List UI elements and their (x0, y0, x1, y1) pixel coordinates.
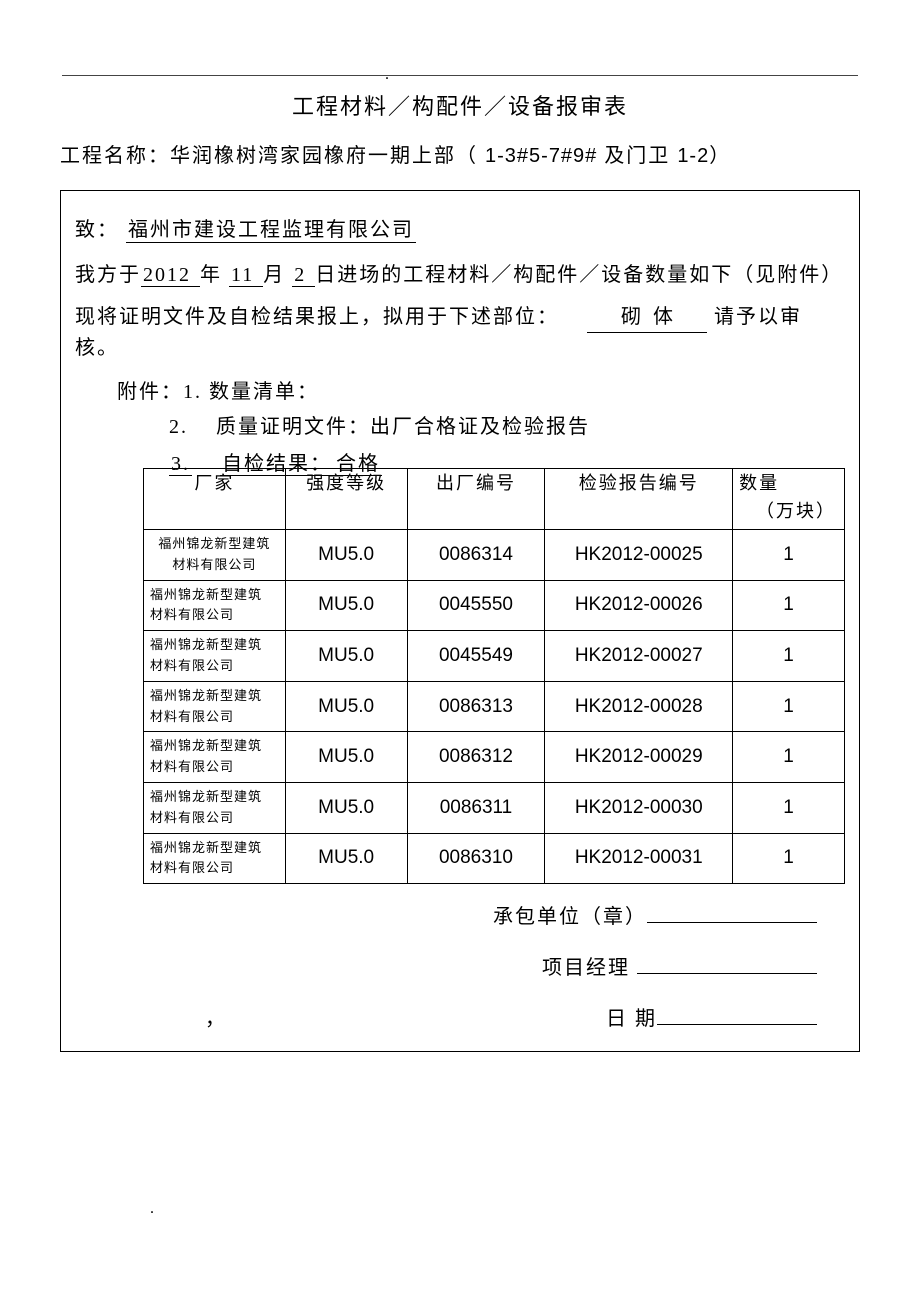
cell-maker: 福州锦龙新型建筑材料有限公司 (144, 681, 286, 732)
cell-qty: 1 (733, 833, 845, 884)
attach2-num: 2. (169, 416, 188, 438)
table-row: 福州锦龙新型建筑材料有限公司MU5.00086311HK2012-000301 (144, 782, 845, 833)
cell-report-no: HK2012-00031 (545, 833, 733, 884)
line1-a: 我方于 (75, 264, 141, 286)
th-factory-no: 出厂编号 (407, 469, 545, 530)
cell-factory-no: 0086314 (407, 530, 545, 581)
project-name-cn2: 及门卫 (597, 145, 677, 167)
cell-qty: 1 (733, 732, 845, 783)
table-row: 福州锦龙新型建筑材料有限公司MU5.00045549HK2012-000271 (144, 631, 845, 682)
cell-factory-no: 0045550 (407, 580, 545, 631)
cell-qty: 1 (733, 580, 845, 631)
form-box: 致： 福州市建设工程监理有限公司 我方于2012 年 11 月 2 日进场的工程… (60, 190, 860, 1052)
cell-qty: 1 (733, 681, 845, 732)
sign2-label: 项目经理 (542, 957, 637, 979)
cell-report-no: HK2012-00027 (545, 631, 733, 682)
year-value: 2012 (141, 264, 200, 287)
statement-line-2: 现将证明文件及自检结果报上，拟用于下述部位： 砌体 请予以审核。 (75, 302, 845, 363)
project-line: 工程名称：华润橡树湾家园橡府一期上部（ 1-3#5-7#9# 及门卫 1-2） (60, 139, 860, 168)
project-name-cn: 华润橡树湾家园橡府一期上部（ (170, 145, 478, 167)
cell-report-no: HK2012-00028 (545, 681, 733, 732)
statement-line-1: 我方于2012 年 11 月 2 日进场的工程材料／构配件／设备数量如下（见附件… (75, 260, 845, 290)
table-row: 福州锦龙新型建筑材料有限公司MU5.00045550HK2012-000261 (144, 580, 845, 631)
cell-grade: MU5.0 (285, 782, 407, 833)
materials-table: 厂家 强度等级 出厂编号 检验报告编号 数量 （万块） 福州锦龙新型建筑材料有限公… (143, 468, 845, 884)
month-label: 月 (263, 264, 292, 286)
cell-maker: 福州锦龙新型建筑材料有限公司 (144, 782, 286, 833)
cell-grade: MU5.0 (285, 732, 407, 783)
cell-report-no: HK2012-00029 (545, 732, 733, 783)
day-value: 2 (292, 264, 315, 287)
line1-b: 日进场的工程材料／构配件／设备数量如下（见附件） (315, 264, 843, 286)
site-value: 砌体 (587, 302, 707, 333)
year-label: 年 (200, 264, 229, 286)
project-label: 工程名称： (60, 145, 170, 167)
attach2: 质量证明文件：出厂合格证及检验报告 (216, 416, 590, 438)
sign3-label: 日 期 (606, 1008, 657, 1030)
sign2-blank (637, 973, 817, 974)
table-row: 福州锦龙新型建筑材料有限公司MU5.00086310HK2012-000311 (144, 833, 845, 884)
dot-bottom: . (150, 1200, 154, 1218)
th-grade: 强度等级 (285, 469, 407, 530)
cell-report-no: HK2012-00030 (545, 782, 733, 833)
table-row: 福州锦龙新型建筑材料有限公司MU5.00086313HK2012-000281 (144, 681, 845, 732)
cell-maker: 福州锦龙新型建筑材料有限公司 (144, 631, 286, 682)
comma: ， (205, 1002, 227, 1031)
sign1-blank (647, 922, 817, 923)
cell-grade: MU5.0 (285, 530, 407, 581)
cell-grade: MU5.0 (285, 833, 407, 884)
th-qty: 数量 （万块） (733, 469, 845, 530)
cell-qty: 1 (733, 782, 845, 833)
cell-qty: 1 (733, 631, 845, 682)
table-header-row: 厂家 强度等级 出厂编号 检验报告编号 数量 （万块） (144, 469, 845, 530)
to-value: 福州市建设工程监理有限公司 (126, 219, 416, 243)
attach-label: 附件： (117, 381, 183, 403)
th-maker: 厂家 (144, 469, 286, 530)
to-label: 致： (75, 219, 119, 241)
month-value: 11 (229, 264, 263, 287)
to-line: 致： 福州市建设工程监理有限公司 (75, 213, 845, 242)
project-close: ） (709, 145, 731, 167)
cell-report-no: HK2012-00025 (545, 530, 733, 581)
th-qty-main: 数量 (739, 473, 779, 493)
project-name-en2: 1-2 (677, 145, 709, 167)
cell-maker: 福州锦龙新型建筑材料有限公司 (144, 833, 286, 884)
cell-factory-no: 0086310 (407, 833, 545, 884)
document-title: 工程材料／构配件／设备报审表 (60, 89, 860, 121)
cell-factory-no: 0086313 (407, 681, 545, 732)
signature-contractor: 承包单位（章） (75, 900, 845, 929)
sign1-label: 承包单位（章） (493, 906, 647, 928)
cell-report-no: HK2012-00026 (545, 580, 733, 631)
attach3-num: 3. (169, 453, 192, 476)
cell-grade: MU5.0 (285, 681, 407, 732)
attachment-line-2: 2. 质量证明文件：出厂合格证及检验报告 (169, 410, 845, 439)
cell-qty: 1 (733, 530, 845, 581)
table-row: 福州锦龙新型建筑材料有限公司MU5.00086312HK2012-000291 (144, 732, 845, 783)
project-name-en: 1-3#5-7#9# (485, 145, 597, 167)
th-qty-unit: （万块） (739, 497, 840, 523)
cell-factory-no: 0045549 (407, 631, 545, 682)
table-row: 福州锦龙新型建筑材料有限公司MU5.00086314HK2012-000251 (144, 530, 845, 581)
attach1: 1. 数量清单： (183, 381, 319, 403)
cell-grade: MU5.0 (285, 631, 407, 682)
cell-factory-no: 0086312 (407, 732, 545, 783)
cell-maker: 福州锦龙新型建筑材料有限公司 (144, 732, 286, 783)
cell-grade: MU5.0 (285, 580, 407, 631)
attachment-line-1: 附件：1. 数量清单： (117, 375, 845, 404)
signature-date: ， 日 期 (75, 1002, 845, 1031)
signature-pm: 项目经理 (75, 951, 845, 980)
cell-factory-no: 0086311 (407, 782, 545, 833)
cell-maker: 福州锦龙新型建筑材料有限公司 (144, 530, 286, 581)
th-report-no: 检验报告编号 (545, 469, 733, 530)
top-rule (62, 75, 858, 76)
line2-a: 现将证明文件及自检结果报上，拟用于下述部位： (75, 306, 559, 328)
cell-maker: 福州锦龙新型建筑材料有限公司 (144, 580, 286, 631)
sign3-blank (657, 1024, 817, 1025)
